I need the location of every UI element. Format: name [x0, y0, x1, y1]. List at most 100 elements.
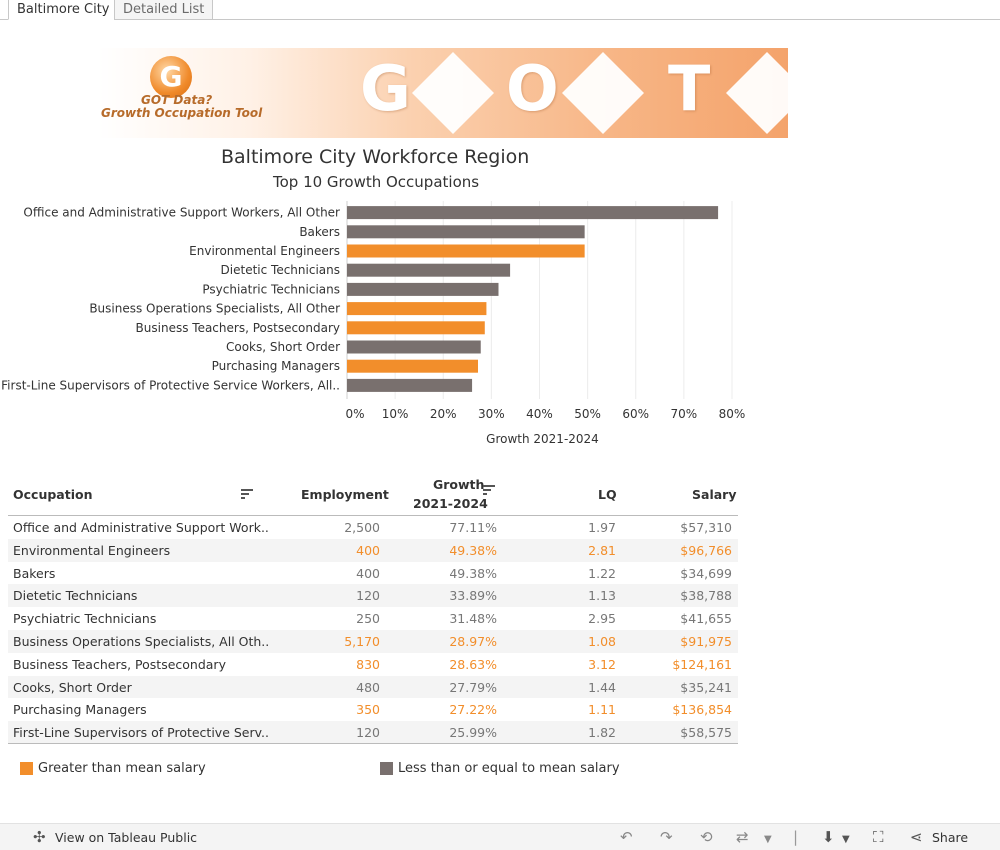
table-row[interactable]: Cooks, Short Order 480 27.79% 1.44 $35,241 [8, 675, 738, 699]
cell-occupation: Bakers [13, 565, 56, 581]
x-tick-label: 70% [671, 407, 698, 421]
sort-icon[interactable] [241, 489, 253, 499]
x-tick-label: 60% [622, 407, 649, 421]
chart-subtitle: Top 10 Growth Occupations [273, 173, 480, 191]
cell-lq: 1.13 [588, 588, 616, 604]
header-occupation[interactable]: Occupation [13, 487, 93, 502]
header-employment[interactable]: Employment [301, 487, 389, 502]
header-salary[interactable]: Salary [692, 487, 737, 502]
table-row[interactable]: Bakers 400 49.38% 1.22 $34,699 [8, 562, 738, 585]
cell-growth: 28.63% [449, 656, 497, 672]
cell-employment: 480 [356, 679, 380, 695]
cell-salary: $41,655 [680, 611, 732, 627]
cell-employment: 400 [356, 542, 380, 558]
table-row[interactable]: Purchasing Managers 350 27.22% 1.11 $136,854 [8, 698, 738, 721]
header-growth[interactable]: Growth [433, 477, 485, 492]
legend-swatch-greater[interactable] [20, 762, 33, 775]
cell-growth: 49.38% [449, 565, 497, 581]
cell-occupation: Business Operations Specialists, All Oth… [13, 633, 270, 649]
cell-occupation: Office and Administrative Support Work.. [13, 520, 269, 535]
logo-q-letter: G [159, 60, 183, 93]
table-row[interactable]: Business Operations Specialists, All Oth… [8, 629, 738, 653]
bar[interactable] [347, 302, 487, 316]
category-label: Dietetic Technicians [221, 263, 340, 277]
bar[interactable] [347, 244, 585, 258]
tableau-logo-icon: ✣ [33, 828, 46, 846]
bar[interactable] [347, 378, 473, 392]
chevron-down-icon[interactable]: ▼ [842, 834, 850, 845]
table-row[interactable]: Business Teachers, Postsecondary 830 28.63… [8, 653, 738, 676]
tableau-toolbar: ✣ View on Tableau Public ↶ ↷ ⟲ ⇄ ▼ | ⬇ ▼… [0, 823, 1000, 850]
cell-occupation: Environmental Engineers [13, 542, 171, 558]
undo-icon[interactable]: ↶ [620, 828, 633, 846]
bar[interactable] [347, 359, 478, 373]
share-button[interactable]: Share [932, 830, 969, 845]
tab-bar: Baltimore City Detailed List [0, 0, 1000, 20]
cell-salary: $58,575 [680, 725, 732, 741]
bar[interactable] [347, 206, 719, 220]
chevron-down-icon[interactable]: ▼ [764, 834, 772, 845]
cell-salary: $38,788 [680, 588, 732, 604]
cell-lq: 1.44 [588, 679, 616, 695]
cell-occupation: Business Teachers, Postsecondary [13, 656, 226, 672]
bar[interactable] [347, 263, 511, 277]
cell-occupation: Psychiatric Technicians [13, 611, 157, 627]
legend-swatch-less[interactable] [380, 762, 393, 775]
tab-baltimore-city[interactable]: Baltimore City [8, 0, 119, 20]
toolbar-divider: | [793, 828, 799, 846]
legend-label-greater[interactable]: Greater than mean salary [38, 761, 206, 776]
view-on-tableau-link[interactable]: View on Tableau Public [55, 830, 198, 845]
redo-icon[interactable]: ↷ [660, 828, 673, 846]
x-tick-label: 0% [345, 407, 364, 421]
table-row[interactable]: Environmental Engineers 400 49.38% 2.81 $96,… [8, 538, 738, 562]
cell-growth: 31.48% [449, 611, 497, 627]
got-logo-icon [150, 56, 192, 98]
banner-diamond-shape [561, 51, 645, 135]
table-header: Occupation Employment Growth 2021-2024 L… [8, 470, 738, 516]
header-growth-years: 2021-2024 [413, 496, 488, 511]
chart-title: Baltimore City Workforce Region [221, 146, 530, 168]
table-row[interactable]: Dietetic Technicians 120 33.89% 1.13 $38,788 [8, 584, 738, 608]
bar[interactable] [347, 225, 585, 239]
cell-growth: 27.22% [449, 702, 497, 718]
cell-salary: $35,241 [680, 679, 732, 695]
bar[interactable] [347, 282, 499, 296]
table-row[interactable]: First-Line Supervisors of Protective Ser… [8, 721, 738, 744]
share-icon[interactable]: ⋖ [910, 828, 923, 846]
cell-growth: 27.79% [449, 679, 497, 695]
banner-letter-t: T [668, 52, 711, 125]
cell-salary: $136,854 [672, 702, 732, 718]
cell-employment: 830 [356, 656, 380, 672]
download-icon[interactable]: ⬇ [822, 828, 835, 846]
got-banner: G GOT Data? Growth Occupation Tool G O T [98, 48, 788, 138]
revert-icon[interactable]: ⟲ [700, 828, 713, 846]
cell-lq: 1.08 [588, 633, 616, 649]
banner-diamond-shape [725, 51, 788, 135]
cell-lq: 3.12 [588, 656, 616, 672]
growth-bar-chart: 0% 10% 20% 30% 40% 50% 60% 70% 80% Office and Adm… [1, 201, 745, 445]
banner-diamond-shape [411, 51, 495, 135]
table-body: Office and Administrative Support Work..… [8, 516, 738, 744]
refresh-icon[interactable]: ⇄ [736, 828, 749, 846]
cell-employment: 120 [356, 725, 380, 741]
cell-growth: 77.11% [449, 520, 497, 535]
sort-icon[interactable] [483, 485, 495, 495]
bar[interactable] [347, 321, 485, 335]
cell-salary: $91,975 [680, 633, 732, 649]
x-tick-label: 40% [526, 407, 553, 421]
x-tick-label: 10% [382, 407, 409, 421]
fullscreen-icon[interactable]: ⛶ [873, 828, 884, 846]
cell-occupation: First-Line Supervisors of Protective Ser… [13, 725, 270, 741]
cell-lq: 1.22 [588, 565, 616, 581]
cell-employment: 400 [356, 565, 380, 581]
tab-detailed-list[interactable]: Detailed List [114, 0, 214, 20]
bar[interactable] [347, 340, 481, 354]
legend-label-less[interactable]: Less than or equal to mean salary [398, 761, 620, 776]
header-lq[interactable]: LQ [598, 487, 617, 502]
table-row[interactable]: Psychiatric Technicians 250 31.48% 2.95 $41,… [8, 607, 738, 630]
cell-growth: 28.97% [449, 633, 497, 649]
category-label: Purchasing Managers [212, 359, 340, 373]
table-row[interactable]: Office and Administrative Support Work..… [8, 516, 738, 539]
cell-salary: $96,766 [680, 542, 732, 558]
cell-lq: 1.97 [588, 520, 616, 535]
